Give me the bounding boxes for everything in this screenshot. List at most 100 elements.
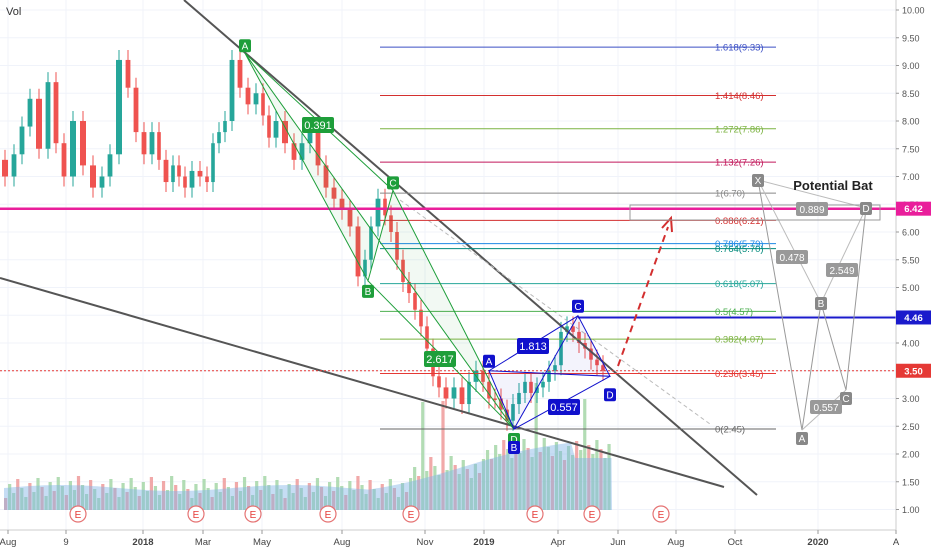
descending-trendline xyxy=(183,0,758,496)
candle xyxy=(401,249,405,292)
candle-body xyxy=(299,143,305,160)
ratio-badge xyxy=(548,399,580,415)
price-badge-label: 3.50 xyxy=(904,366,923,377)
time-tick-label: Apr xyxy=(551,537,566,548)
candle xyxy=(347,199,353,237)
price-badge-label: 6.42 xyxy=(904,204,923,215)
volume-bar xyxy=(279,489,283,510)
volume-bar xyxy=(161,481,166,510)
time-tick-label: May xyxy=(253,537,271,548)
candle xyxy=(61,133,67,187)
volume-bar xyxy=(68,481,72,510)
volume-bar xyxy=(404,492,409,510)
candle-body xyxy=(467,381,471,405)
time-tick-label: 2019 xyxy=(473,537,494,548)
candle xyxy=(183,166,187,198)
volume-bar xyxy=(36,478,40,510)
volume-bar xyxy=(575,441,579,510)
candle xyxy=(601,355,605,381)
earnings-label: E xyxy=(250,510,257,521)
candle-body xyxy=(541,381,545,388)
volume-bar xyxy=(230,496,234,510)
candle-body xyxy=(282,121,288,144)
candle-body xyxy=(19,126,25,155)
volume-bar xyxy=(449,456,453,510)
volume-bar xyxy=(113,488,117,510)
volume-bar xyxy=(186,489,190,510)
candle-body xyxy=(61,143,67,177)
candle xyxy=(571,316,575,342)
key-levels xyxy=(0,207,896,372)
candle xyxy=(217,122,221,154)
candle-body xyxy=(339,198,345,210)
candle xyxy=(559,321,563,376)
candle xyxy=(413,283,417,320)
volume-bar xyxy=(145,491,149,510)
volume-bar xyxy=(214,483,218,510)
candle-body xyxy=(331,187,337,199)
candle xyxy=(273,111,279,148)
volume-bar xyxy=(376,498,380,510)
bat-point-label: X xyxy=(755,176,762,187)
candle xyxy=(589,338,593,370)
candle xyxy=(443,377,449,409)
volume-bar xyxy=(12,493,16,510)
volume-bar xyxy=(24,497,28,510)
earnings-marker xyxy=(319,505,337,523)
volume-bar xyxy=(494,445,498,510)
volume-bar xyxy=(587,445,591,510)
candle-body xyxy=(481,370,485,382)
pattern-point-marker xyxy=(483,354,495,368)
volume-bar xyxy=(101,484,105,510)
candle-body xyxy=(315,132,321,166)
candle-body xyxy=(589,348,593,360)
earnings-marker xyxy=(583,505,601,523)
volume-bar xyxy=(441,401,445,510)
volume-bar xyxy=(514,444,518,510)
volume-bar xyxy=(583,399,587,510)
candle-body xyxy=(133,87,139,133)
candle-body xyxy=(90,165,96,188)
price-tick-label: 8.50 xyxy=(902,89,920,99)
volume-bar xyxy=(97,498,101,510)
time-tick-label: 9 xyxy=(63,537,68,548)
volume-bar xyxy=(283,498,287,510)
candle-body xyxy=(383,198,387,216)
candle xyxy=(407,271,411,304)
candle xyxy=(237,49,243,98)
candle xyxy=(211,133,215,193)
volume-bar xyxy=(319,487,324,510)
volume-bar xyxy=(461,460,465,510)
candle-body xyxy=(535,387,539,393)
time-tick-label: A xyxy=(893,537,900,548)
pattern-point-marker xyxy=(604,388,616,402)
pattern-point-marker xyxy=(508,441,520,455)
candle-body xyxy=(273,121,279,138)
time-tick-label: Nov xyxy=(417,537,434,548)
volume-bar xyxy=(202,479,206,510)
candle xyxy=(163,149,169,193)
bat-point-marker xyxy=(752,174,764,187)
volume-bar xyxy=(356,476,360,510)
candle-body xyxy=(487,381,491,399)
fib-label: 0.382(4.07) xyxy=(715,335,764,346)
candle xyxy=(2,149,8,187)
candle xyxy=(267,105,271,148)
candle-body xyxy=(389,215,393,232)
earnings-label: E xyxy=(408,510,415,521)
earnings-label: E xyxy=(658,510,665,521)
candle-body xyxy=(407,281,411,294)
bat-ratio-label: 0.478 xyxy=(779,253,804,264)
candle-body xyxy=(149,132,155,155)
volume-bar xyxy=(222,478,226,510)
candle-body xyxy=(27,98,33,127)
candle-body xyxy=(237,59,243,88)
earnings-marker xyxy=(244,505,262,523)
volume-bar xyxy=(271,494,275,510)
price-axis-bg xyxy=(896,0,932,550)
volume-bar xyxy=(490,459,494,510)
volume-bar xyxy=(149,477,153,510)
